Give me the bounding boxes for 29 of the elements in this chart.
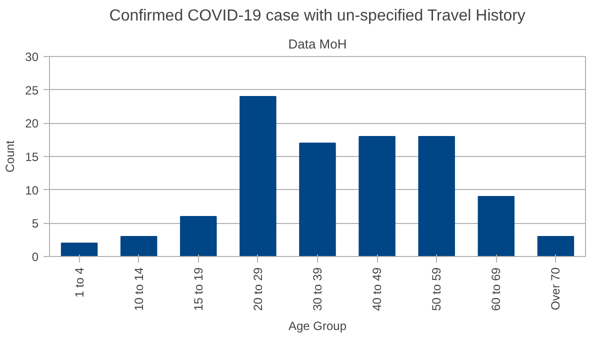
chart-title: Confirmed COVID-19 case with un-specified Travel History (109, 8, 526, 24)
chart-subtitle: Data MoH (288, 36, 347, 52)
x-tick-label: 50 to 59 (430, 267, 444, 311)
y-axis-title: Count (3, 140, 18, 173)
x-tick-label: 10 to 14 (132, 267, 146, 311)
y-tick-label: 20 (25, 116, 39, 131)
bar (180, 216, 217, 256)
x-tick-label: 40 to 49 (370, 267, 384, 311)
bar (537, 236, 574, 256)
y-tick-label: 30 (25, 50, 39, 64)
bar (418, 136, 455, 256)
bar (358, 136, 396, 256)
x-tick-label: 60 to 69 (489, 267, 504, 311)
bar (299, 142, 336, 256)
x-tick-label: 20 to 29 (250, 267, 265, 311)
bar (240, 96, 276, 256)
x-axis-title: Age Group (288, 318, 347, 333)
y-tick-label: 10 (25, 183, 39, 198)
x-tick-label: 30 to 39 (310, 267, 324, 311)
bar (120, 236, 158, 256)
y-tick-label: 15 (25, 150, 39, 164)
x-tick-label: 15 to 19 (191, 267, 206, 311)
y-tick-label: 0 (32, 250, 39, 264)
bar (60, 242, 98, 256)
bar (478, 196, 515, 256)
y-tick-label: 25 (25, 83, 39, 98)
x-tick-label: Over 70 (548, 267, 563, 310)
x-tick-label: 1 to 4 (72, 267, 86, 298)
y-tick-label: 5 (32, 216, 39, 231)
